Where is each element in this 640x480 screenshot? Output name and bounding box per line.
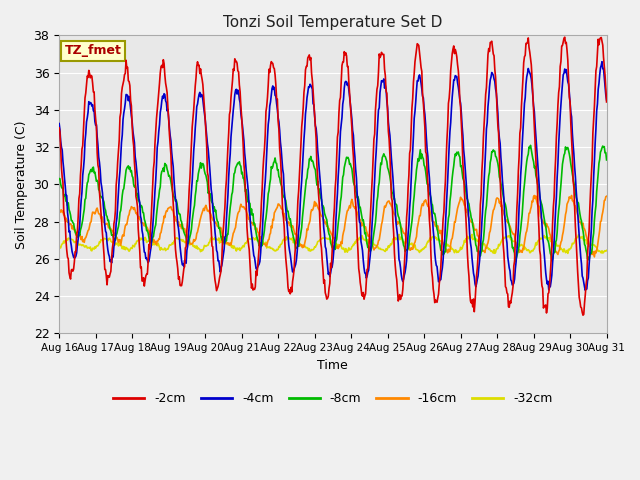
Title: Tonzi Soil Temperature Set D: Tonzi Soil Temperature Set D	[223, 15, 442, 30]
Y-axis label: Soil Temperature (C): Soil Temperature (C)	[15, 120, 28, 249]
X-axis label: Time: Time	[317, 359, 348, 372]
Text: TZ_fmet: TZ_fmet	[65, 44, 122, 57]
Legend: -2cm, -4cm, -8cm, -16cm, -32cm: -2cm, -4cm, -8cm, -16cm, -32cm	[108, 387, 557, 410]
